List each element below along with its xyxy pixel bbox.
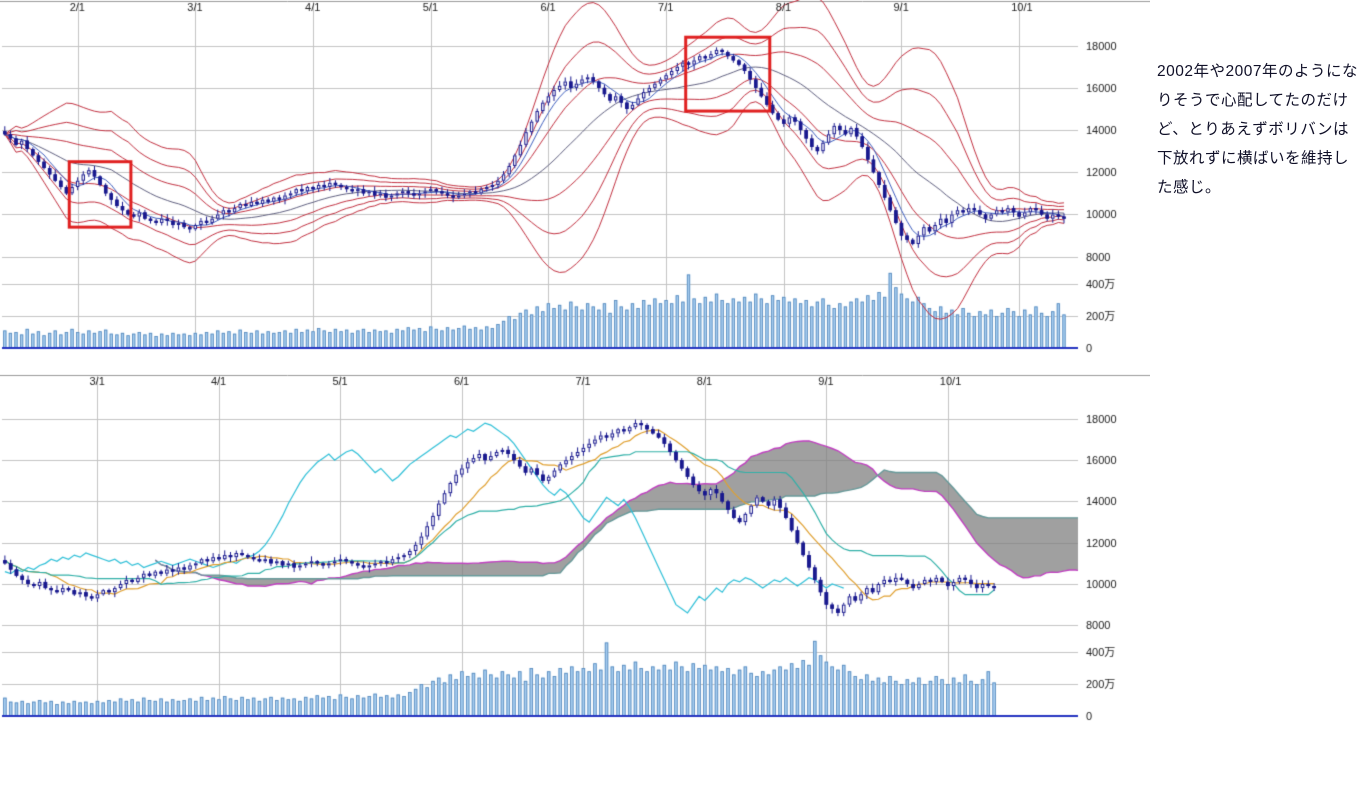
ichimoku-chart-canvas <box>0 374 1150 730</box>
bollinger-chart-canvas <box>0 0 1150 362</box>
commentary-text: 2002年や2007年のようになりそうで心配してたのだけど、とりあえずボリバンは… <box>1157 63 1358 196</box>
